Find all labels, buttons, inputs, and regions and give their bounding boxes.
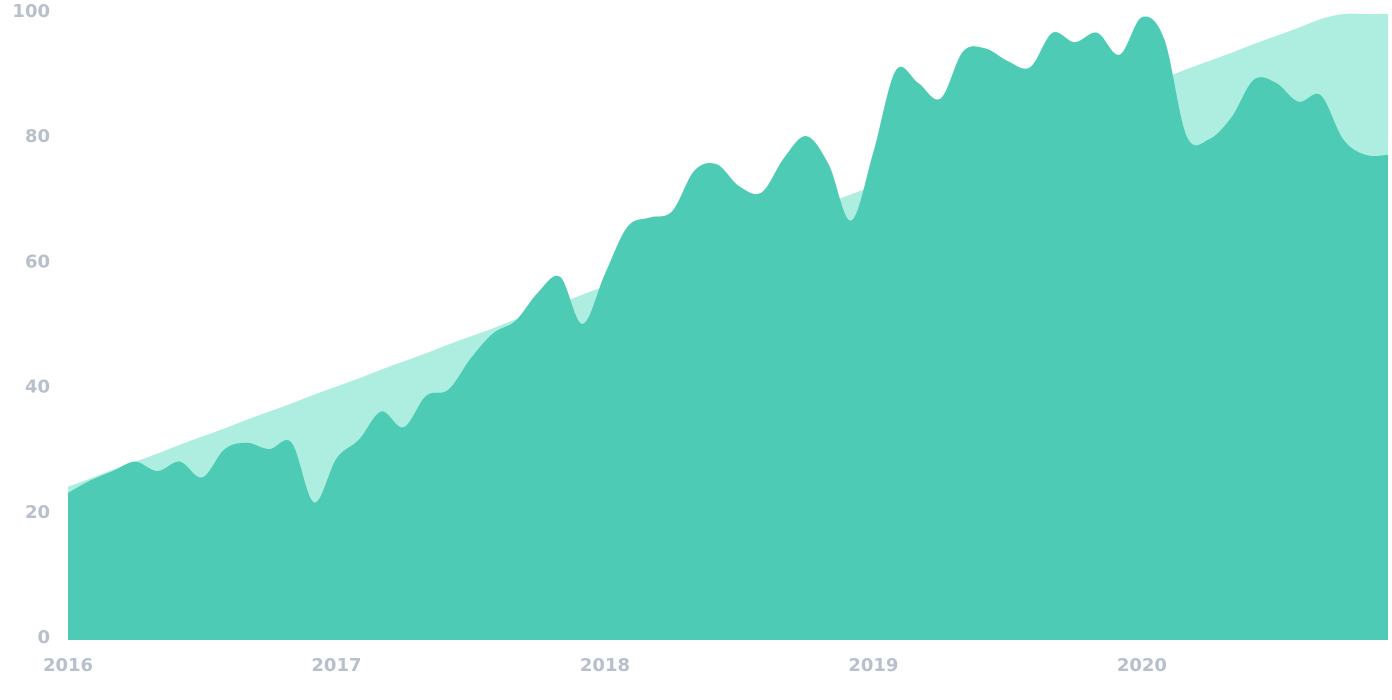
- x-tick-label: 2019: [848, 655, 898, 676]
- y-tick-label: 60: [25, 251, 50, 272]
- x-tick-label: 2018: [580, 655, 630, 676]
- y-tick-label: 40: [25, 377, 50, 398]
- x-tick-label: 2016: [43, 655, 93, 676]
- area: [68, 16, 1388, 640]
- x-tick-label: 2020: [1117, 655, 1167, 676]
- y-tick-label: 100: [12, 1, 50, 22]
- y-tick-label: 0: [37, 627, 50, 648]
- y-tick-label: 80: [25, 126, 50, 147]
- y-tick-label: 20: [25, 502, 50, 523]
- x-tick-label: 2017: [311, 655, 361, 676]
